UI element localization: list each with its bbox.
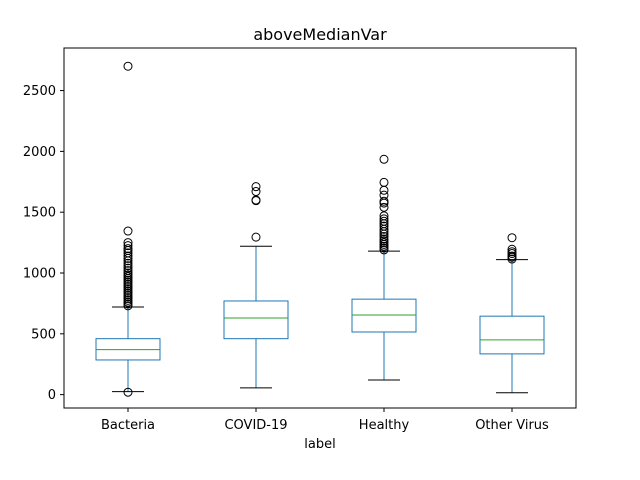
flier-bacteria — [123, 241, 133, 251]
flier-healthy — [379, 224, 389, 234]
flier-healthy — [379, 154, 389, 164]
flier-bacteria — [123, 261, 133, 271]
x-axis-label: label — [304, 437, 335, 452]
flier-healthy — [379, 229, 389, 239]
flier-covid-19 — [251, 187, 261, 197]
y-tick-label: 2500 — [23, 84, 56, 99]
y-tick-label: 0 — [48, 388, 56, 403]
box-other-virus — [479, 315, 545, 355]
flier-bacteria — [123, 253, 133, 263]
box-covid-19 — [223, 300, 289, 340]
chart-title: aboveMedianVar — [253, 25, 387, 44]
x-tick-label: Other Virus — [475, 418, 549, 433]
flier-healthy — [379, 227, 389, 237]
box-healthy — [351, 298, 417, 333]
flier-healthy — [379, 202, 389, 212]
flier-bacteria — [123, 258, 133, 268]
flier-other-virus — [507, 254, 517, 264]
flier-healthy — [379, 177, 389, 187]
plot-area: 0 500 1000 1500 2000 2500 Bacteria COVID-19 Heal… — [23, 47, 577, 433]
flier-healthy — [379, 185, 389, 195]
flier-other-virus — [507, 249, 517, 259]
flier-bacteria — [123, 387, 133, 397]
flier-covid-19 — [251, 196, 261, 206]
flier-bacteria — [123, 263, 133, 273]
flier-healthy — [379, 214, 389, 224]
y-tick-label: 1000 — [23, 267, 56, 282]
flier-bacteria — [123, 226, 133, 236]
flier-other-virus — [507, 233, 517, 243]
flier-healthy — [379, 245, 389, 255]
flier-bacteria — [123, 61, 133, 71]
y-tick-label: 500 — [31, 327, 56, 342]
x-tick-label: Healthy — [359, 418, 410, 433]
flier-bacteria — [123, 256, 133, 266]
y-tick-label: 1500 — [23, 206, 56, 221]
y-tick-label: 2000 — [23, 145, 56, 160]
x-tick-label: Bacteria — [101, 418, 155, 433]
x-tick-label: COVID-19 — [224, 418, 287, 433]
plot-frame — [63, 47, 577, 409]
flier-healthy — [379, 198, 389, 208]
flier-covid-19 — [251, 182, 261, 192]
flier-bacteria — [123, 251, 133, 261]
flier-bacteria — [123, 301, 133, 311]
flier-covid-19 — [251, 232, 261, 242]
